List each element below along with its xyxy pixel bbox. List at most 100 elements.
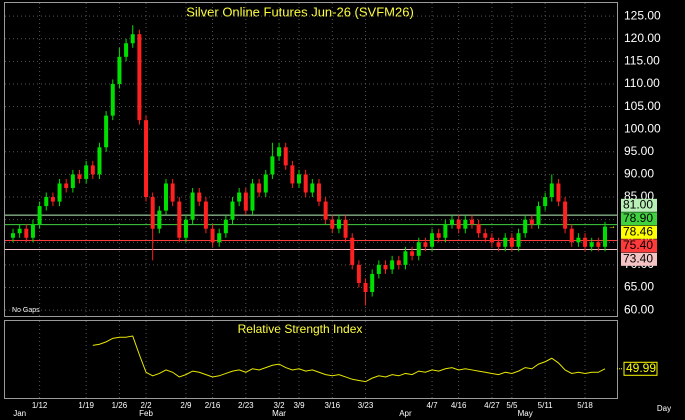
candle-body [516, 233, 521, 247]
candle-body [110, 83, 115, 116]
candle-body [50, 197, 55, 202]
candle-body [57, 183, 62, 202]
candle-body [476, 224, 481, 234]
candle-body [503, 237, 508, 247]
candle-body [210, 228, 215, 243]
candle-body [257, 183, 262, 193]
x-tick-label: 3/16 [324, 401, 340, 410]
candle-body [11, 233, 15, 238]
candle-body [144, 120, 149, 198]
candle-body [30, 224, 35, 238]
price-panel [4, 2, 618, 317]
x-tick-label: 4/16 [451, 401, 467, 410]
candle-body [137, 34, 142, 121]
x-tick-label: 2/23 [238, 401, 254, 410]
candle-body [423, 242, 428, 247]
candle-body [483, 233, 488, 238]
candle-body [543, 197, 548, 207]
candle-body [436, 233, 441, 238]
candle-body [589, 242, 594, 247]
candle-body [203, 201, 208, 229]
candle-body [44, 197, 49, 207]
candle-body [104, 115, 109, 148]
month-label: Apr [399, 409, 412, 418]
rsi-label: 49.99 [626, 361, 656, 375]
chart-title: Silver Online Futures Jun-26 (SVFM26) [186, 4, 414, 19]
candle-body [356, 264, 361, 283]
level-label: 78.90 [623, 211, 653, 225]
candle-body [70, 174, 75, 188]
candle-body [410, 251, 415, 256]
candle-body [596, 242, 601, 247]
candle-body [197, 192, 202, 202]
candle-body [24, 228, 29, 238]
x-tick-label: 1/26 [112, 401, 128, 410]
candle-body [237, 192, 242, 202]
candle-body [297, 174, 302, 184]
x-tick-label: 3/2 [274, 401, 286, 410]
note: No Gaps [12, 307, 40, 314]
candle-body [270, 156, 275, 175]
candle-body [290, 165, 295, 184]
x-unit: Day [657, 404, 671, 413]
candle-body [343, 219, 348, 238]
candle-body [170, 183, 175, 202]
candle-body [316, 183, 321, 202]
x-tick-label: 5/5 [506, 401, 518, 410]
level-label-box [621, 212, 657, 226]
candle-body [303, 174, 308, 193]
candle-body [283, 147, 288, 166]
x-tick-label: 5/11 [538, 401, 554, 410]
candle-body [430, 233, 435, 247]
level-label-box [621, 239, 657, 253]
candle-body [576, 237, 581, 243]
candle-body [77, 174, 82, 179]
x-tick-label: 1/19 [78, 401, 94, 410]
candle-body [509, 237, 514, 247]
month-label: Mar [272, 409, 286, 418]
candle-body [370, 273, 375, 293]
candle-body [603, 226, 607, 247]
y-tick-label: 65.00 [624, 280, 654, 294]
candle-body [383, 264, 388, 270]
level-label: 73.40 [623, 251, 653, 265]
level-label-box [621, 198, 657, 212]
candle-body [64, 183, 69, 188]
candle-body [250, 183, 255, 211]
candle-body [416, 242, 421, 256]
level-label-box [621, 252, 657, 266]
candle-body [443, 224, 448, 238]
candle-body [190, 192, 195, 220]
candle-body [556, 183, 561, 202]
candle-body [243, 192, 248, 211]
month-label: May [518, 409, 533, 418]
x-tick-label: 2/9 [180, 401, 192, 410]
candle-body [84, 165, 89, 179]
candle-body [117, 56, 122, 84]
rsi-panel [4, 320, 618, 399]
candle-body [489, 237, 494, 243]
rsi-label-box [623, 361, 658, 376]
y-tick-label: 115.00 [624, 54, 660, 68]
candle-body [536, 206, 541, 225]
x-tick-label: 5/18 [577, 401, 593, 410]
x-tick-label: 4/7 [426, 401, 438, 410]
candle-body [569, 228, 574, 243]
y-tick-label: 105.00 [624, 99, 661, 113]
candle-body [336, 219, 341, 229]
candle-body [456, 219, 461, 229]
candle-body [403, 251, 408, 265]
x-tick-label: 4/27 [484, 401, 500, 410]
candle-body [230, 201, 235, 220]
x-tick-label: 2/2 [140, 401, 152, 410]
candle-body [350, 237, 355, 265]
y-tick-label: 90.00 [624, 167, 654, 181]
candle-body [529, 219, 534, 225]
y-tick-label: 125.00 [624, 8, 661, 22]
last-arrow: → [608, 222, 616, 231]
x-tick-label: 1/12 [32, 401, 48, 410]
candle-body [157, 210, 162, 229]
candle-body [263, 174, 268, 193]
y-tick-label: 120.00 [624, 31, 661, 45]
